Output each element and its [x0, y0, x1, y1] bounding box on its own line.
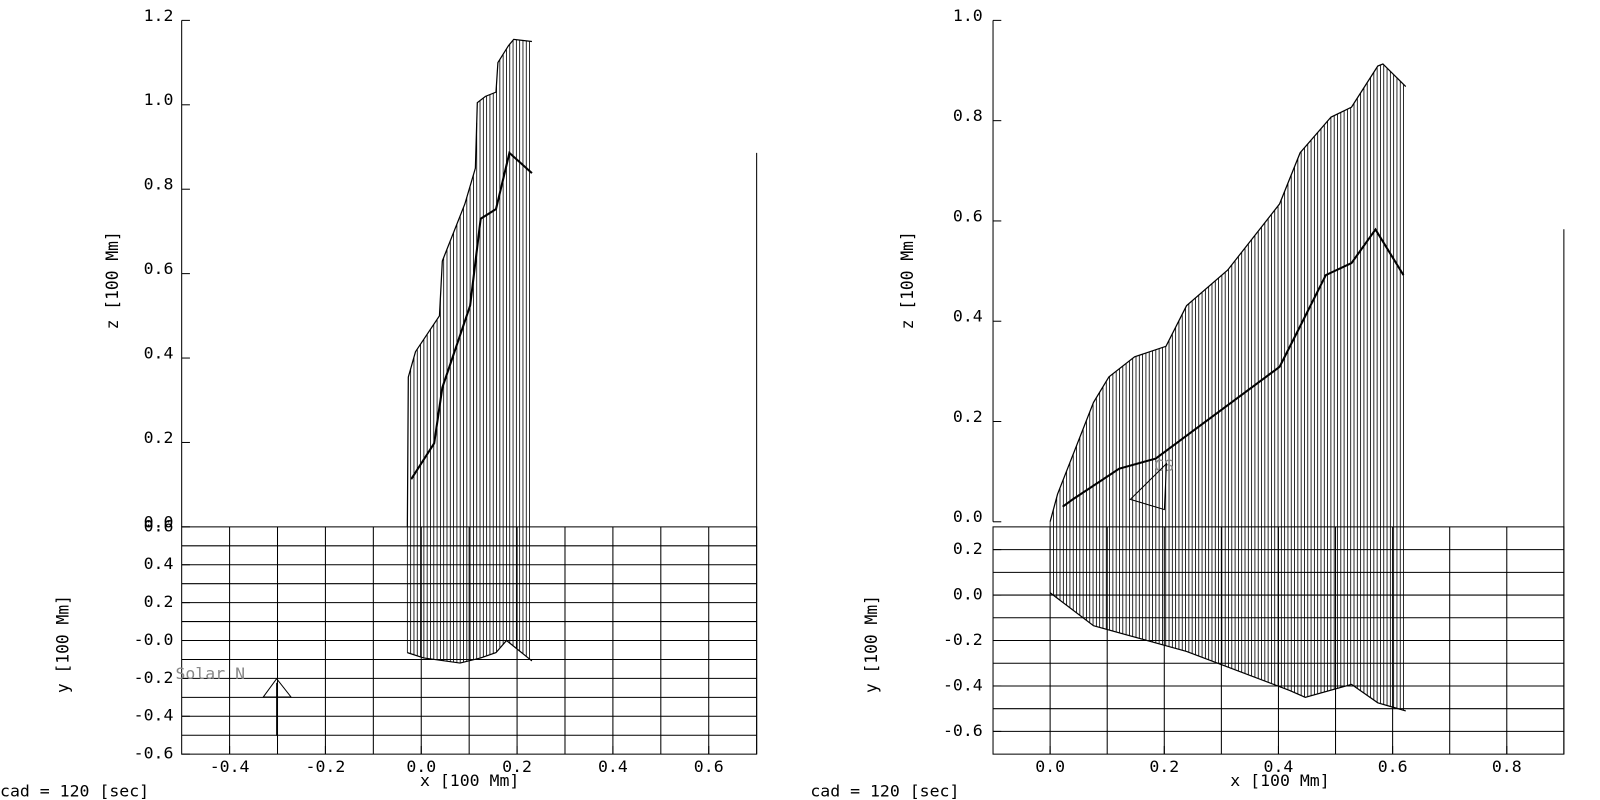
top-edge [406, 38, 533, 527]
y-tick-label: -0.4 [943, 676, 983, 695]
y-tick-label: -0.0 [134, 630, 174, 649]
x-tick-label: -0.2 [306, 757, 346, 776]
y-axis-label: y [100 Mm] [862, 595, 881, 693]
z-tick-label: 1.0 [953, 6, 983, 25]
z-tick-label: 0.2 [953, 407, 983, 426]
x-tick-label: 0.4 [1264, 757, 1294, 776]
z-tick-label: 0.0 [953, 507, 983, 526]
x-tick-label: 0.0 [406, 757, 436, 776]
y-tick-label: 0.2 [953, 539, 983, 558]
z-tick-label: 1.0 [144, 90, 174, 109]
arrow-head [262, 677, 293, 698]
z-tick-label: 1.2 [144, 6, 174, 25]
center-line [410, 150, 533, 480]
y-tick-label: 0.4 [144, 554, 174, 573]
footer: cad = 120 [sec] [810, 781, 959, 800]
y-tick-label: -0.2 [943, 630, 983, 649]
y-tick-label: -0.6 [134, 744, 174, 763]
x-tick-label: 0.0 [1035, 757, 1065, 776]
annotation: Solar N [175, 664, 245, 683]
z-tick-label: 0.0 [144, 512, 174, 531]
z-axis-label: z [100 Mm] [898, 231, 917, 329]
y-tick-label: 0.0 [953, 585, 983, 604]
x-axis-label: x [100 Mm] [420, 771, 519, 790]
x-axis-label: x [100 Mm] [1230, 771, 1329, 790]
x-tick-label: 0.8 [1492, 757, 1522, 776]
x-tick-label: 0.4 [598, 757, 628, 776]
top-edge [1049, 63, 1407, 522]
z-tick-label: 0.4 [144, 344, 174, 363]
z-tick-label: 0.8 [144, 175, 174, 194]
footer: cad = 120 [sec] [0, 781, 149, 800]
z-tick-label: 0.2 [144, 428, 174, 447]
z-axis-label: z [100 Mm] [103, 231, 122, 329]
y-tick-label: -0.6 [943, 721, 983, 740]
cs-marker [1129, 462, 1168, 511]
x-tick-label: 0.2 [1149, 757, 1179, 776]
z-tick-label: 0.8 [953, 106, 983, 125]
center-line [1062, 227, 1405, 508]
x-tick-label: -0.4 [210, 757, 250, 776]
z-tick-label: 0.6 [144, 259, 174, 278]
bottom-edge [407, 639, 533, 664]
bottom-edge [1049, 592, 1406, 712]
y-tick-label: -0.2 [134, 668, 174, 687]
z-tick-label: 0.4 [953, 307, 983, 326]
x-tick-label: 0.6 [1378, 757, 1408, 776]
y-tick-label: 0.2 [144, 592, 174, 611]
x-tick-label: 0.2 [502, 757, 532, 776]
y-tick-label: -0.4 [134, 706, 174, 725]
z-tick-label: 0.6 [953, 206, 983, 225]
x-tick-label: 0.6 [694, 757, 724, 776]
y-tick-label: 0.6 [144, 516, 174, 535]
y-axis-label: y [100 Mm] [53, 595, 72, 693]
